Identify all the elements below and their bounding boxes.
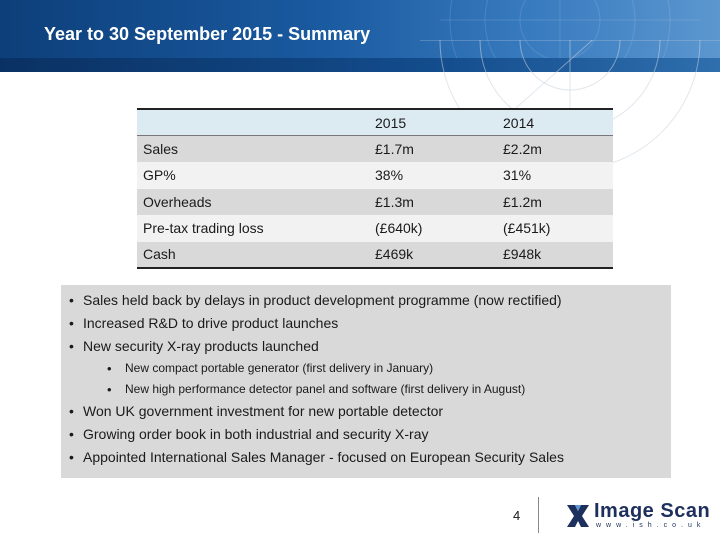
table-row: Sales £1.7m £2.2m: [137, 135, 613, 162]
company-logo: Image Scan www.ish.co.uk: [564, 500, 714, 534]
target-watermark-icon: [420, 40, 720, 190]
value-2015: £469k: [375, 246, 414, 263]
header-decoration-icon: [440, 0, 700, 72]
bullet-item: Appointed International Sales Manager - …: [69, 446, 661, 469]
table-row: Overheads £1.3m £1.2m: [137, 188, 613, 215]
page-number: 4: [513, 508, 521, 523]
value-2015: £1.3m: [375, 193, 414, 210]
value-2014: (£451k): [503, 220, 551, 237]
table-header-row: 2015 2014: [137, 109, 613, 136]
row-label: Overheads: [143, 193, 212, 210]
column-header-2014: 2014: [503, 114, 535, 131]
value-2014: £948k: [503, 246, 542, 263]
row-label: GP%: [143, 167, 176, 184]
row-label: Cash: [143, 246, 176, 263]
header-banner: Year to 30 September 2015 - Summary: [0, 0, 720, 72]
x-cross-logo-icon: [567, 505, 589, 527]
value-2015: £1.7m: [375, 141, 414, 157]
bullet-item: Won UK government investment for new por…: [69, 400, 661, 423]
table-row: Cash £469k £948k: [137, 241, 613, 268]
value-2014: £2.2m: [503, 141, 542, 157]
value-2015: (£640k): [375, 220, 423, 237]
bullet-item: Increased R&D to drive product launches: [69, 312, 661, 335]
logo-url: www.ish.co.uk: [596, 522, 706, 529]
value-2015: 38%: [375, 167, 404, 184]
bullet-item: Sales held back by delays in product dev…: [69, 289, 661, 312]
column-header-2015: 2015: [375, 114, 407, 131]
row-label: Sales: [143, 141, 179, 157]
column-header-label: [137, 109, 369, 136]
value-2014: £1.2m: [503, 193, 542, 210]
bullet-item: Growing order book in both industrial an…: [69, 423, 661, 446]
table-row: GP% 38% 31%: [137, 162, 613, 189]
page-title: Year to 30 September 2015 - Summary: [44, 24, 371, 44]
highlights-panel: Sales held back by delays in product dev…: [61, 285, 671, 478]
sub-bullet-item: New high performance detector panel and …: [69, 379, 661, 400]
row-label: Pre-tax trading loss: [143, 220, 264, 237]
bullet-item: New security X-ray products launched: [69, 335, 661, 358]
logo-text: Image Scan: [594, 500, 711, 522]
summary-table: 2015 2014 Sales £1.7m £2.2m GP% 38% 31% …: [137, 108, 613, 269]
value-2014: 31%: [503, 167, 532, 184]
table-row: Pre-tax trading loss (£640k) (£451k): [137, 215, 613, 242]
header-strip: [0, 58, 720, 72]
sub-bullet-item: New compact portable generator (first de…: [69, 358, 661, 379]
footer-divider: [538, 497, 539, 533]
